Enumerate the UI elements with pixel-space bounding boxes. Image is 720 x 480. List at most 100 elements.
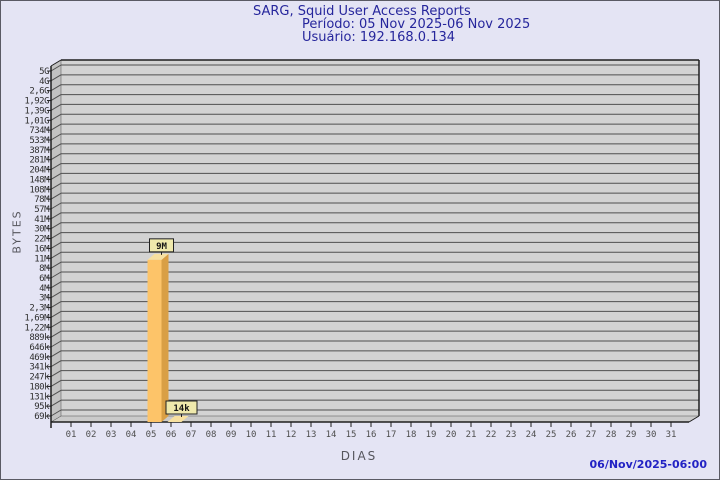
x-tick-label: 15 [346,430,357,440]
y-tick-label: 148M [29,175,50,185]
gridline-wall-connector [50,143,62,151]
y-tick-label: 1,01G [24,116,49,126]
y-tick-label: 4G [39,77,49,87]
x-tick-label: 04 [126,430,137,440]
x-tick-label: 22 [486,430,497,440]
y-tick-label: 2,6G [29,87,49,97]
gridline-wall-connector [50,301,62,309]
gridline-wall-connector [50,360,62,368]
y-tick-label: 131k [29,392,50,402]
x-tick-label: 31 [666,430,677,440]
gridline-wall-connector [50,409,62,417]
x-tick-label: 30 [646,430,657,440]
y-tick-label: 1,92G [24,97,49,107]
y-tick-label: 1,39G [24,106,49,116]
bar-value-label-box [165,400,198,415]
x-tick-label: 16 [366,430,377,440]
report-user: Usuário: 192.168.0.134 [302,30,456,45]
gridline-wall-connector [50,84,62,92]
y-tick-label: 78M [34,195,50,205]
gridline-wall-connector [50,153,62,161]
x-tick-label: 23 [506,430,517,440]
x-tick-label: 20 [446,430,457,440]
x-tick-label: 27 [586,430,597,440]
y-tick-label: 4M [39,284,50,294]
gridline-wall-connector [50,192,62,200]
gridline-wall-connector [50,271,62,279]
gridline-wall-connector [50,163,62,171]
y-tick-label: 1,22M [24,323,50,333]
y-tick-label: 281M [29,156,50,166]
gridline-wall-connector [50,212,62,220]
x-tick-label: 26 [566,430,577,440]
frame-top-left-edge [50,59,62,67]
gridline-wall-connector [50,182,62,190]
gridline-wall-connector [50,389,62,397]
gridline-wall-connector [50,320,62,328]
report-period: Período: 05 Nov 2025-06 Nov 2025 [302,17,531,32]
bar-side-day-05 [161,253,169,422]
gridline-wall-connector [50,202,62,210]
gridline-wall-connector [50,133,62,141]
x-tick-label: 12 [286,430,297,440]
bar-top-day-05 [147,253,169,260]
gridline-wall-connector [50,281,62,289]
gridline-wall-connector [50,379,62,387]
y-tick-label: 6M [39,274,50,284]
x-tick-label: 17 [386,430,397,440]
gridline-wall-connector [50,103,62,111]
x-tick-label: 14 [326,430,337,440]
x-tick-label: 29 [626,430,637,440]
gridline-wall-connector [50,64,62,72]
gridline-wall-connector [50,330,62,338]
y-tick-label: 734M [29,126,50,136]
x-tick-label: 05 [146,430,157,440]
y-tick-label: 387M [29,146,50,156]
x-tick-label: 21 [466,430,477,440]
gridline-wall-connector [50,94,62,102]
frame-bottom-right-edge [688,415,700,423]
x-tick-label: 08 [206,430,217,440]
x-tick-label: 18 [406,430,417,440]
y-tick-label: 16M [34,244,50,254]
x-tick-label: 02 [86,430,97,440]
x-tick-label: 11 [266,430,277,440]
x-tick-label: 10 [246,430,257,440]
y-tick-label: 57M [34,205,50,215]
y-tick-label: 5G [39,67,49,77]
bar-value-label: 9M [156,242,167,252]
gridline-wall-connector [50,399,62,407]
y-tick-label: 341k [29,363,50,373]
gridline-wall-connector [50,172,62,180]
bar-top-day-06 [167,416,189,422]
y-tick-label: 533M [29,136,50,146]
y-tick-label: 108M [29,185,50,195]
bar-day-05 [147,259,162,422]
x-tick-label: 13 [306,430,317,440]
gridline-wall-connector [50,261,62,269]
y-tick-label: 22M [34,235,50,245]
x-tick-label: 24 [526,430,537,440]
y-tick-label: 180k [29,382,50,392]
y-tick-label: 1,69M [24,313,50,323]
y-tick-label: 204M [29,166,50,176]
generation-timestamp: 06/Nov/2025-06:00 [589,458,707,471]
x-tick-label: 25 [546,430,557,440]
gridline-wall-connector [50,222,62,230]
gridline-wall-connector [50,113,62,121]
gridline-wall-connector [50,74,62,82]
plot-left-wall [50,59,62,423]
y-tick-label: 2,3M [29,304,50,314]
gridline-wall-connector [50,370,62,378]
bar-value-label-box [149,238,174,253]
gridline-wall-connector [50,123,62,131]
y-tick-label: 11M [34,254,50,264]
x-tick-label: 19 [426,430,437,440]
gridline-wall-connector [50,350,62,358]
y-tick-label: 30M [34,225,50,235]
y-tick-label: 3M [39,294,50,304]
x-tick-label: 03 [106,430,117,440]
y-tick-label: 247k [29,373,50,383]
x-tick-label: 09 [226,430,237,440]
